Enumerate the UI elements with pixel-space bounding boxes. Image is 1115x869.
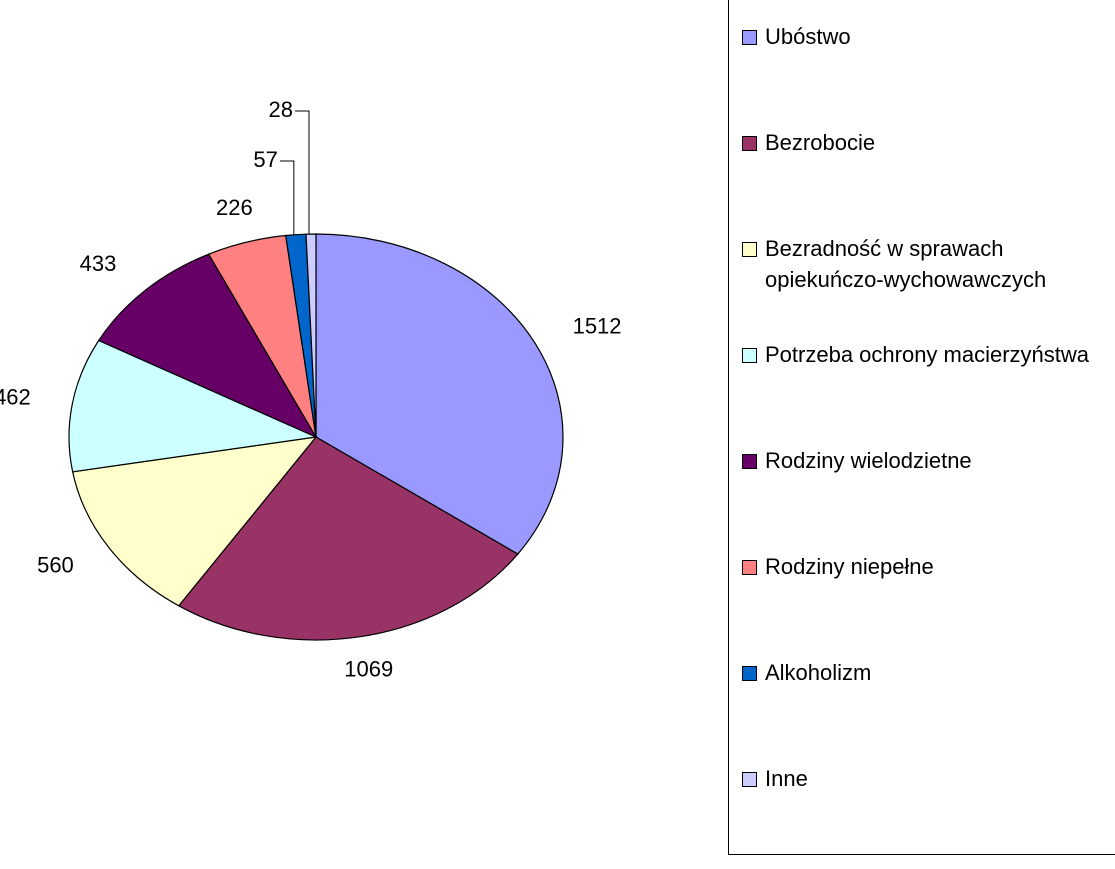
data-label: 226: [216, 195, 253, 220]
legend-label: Bezrobocie: [765, 130, 876, 155]
pie-slice: [68, 339, 319, 473]
pie-slice: [315, 233, 564, 555]
legend-item: Ubóstwo: [729, 21, 1115, 127]
pie-slice: [97, 253, 318, 439]
legend: Ubóstwo Bezrobocie Bezradność w sprawach o…: [728, 0, 1115, 855]
data-label: 57: [253, 147, 277, 172]
legend-swatch: [742, 560, 757, 575]
legend-item: Bezradność w sprawach opiekuńczo-wychowa…: [729, 233, 1115, 339]
legend-label: Bezradność w sprawach opiekuńczo-wychowa…: [765, 236, 1047, 292]
legend-swatch: [742, 772, 757, 787]
legend-label: Ubóstwo: [765, 24, 851, 49]
leader-line: [279, 160, 295, 235]
legend-swatch: [742, 242, 757, 257]
data-label: 433: [80, 251, 117, 276]
legend-label: Alkoholizm: [765, 660, 872, 685]
legend-label: Potrzeba ochrony macierzyństwa: [765, 342, 1090, 367]
legend-item: Alkoholizm: [729, 657, 1115, 763]
legend-swatch: [742, 666, 757, 681]
legend-label: Rodziny niepełne: [765, 554, 934, 579]
legend-swatch: [742, 454, 757, 469]
pie-slice: [71, 436, 318, 607]
legend-label: Inne: [765, 766, 808, 791]
pie-slice: [305, 233, 317, 438]
legend-swatch: [742, 348, 757, 363]
legend-item: Rodziny wielodzietne: [729, 445, 1115, 551]
data-label: 1069: [344, 656, 393, 681]
pie-slice: [177, 436, 519, 641]
data-label: 462: [0, 385, 31, 410]
legend-swatch: [742, 30, 757, 45]
data-label: 560: [37, 552, 74, 577]
data-label: 28: [269, 97, 293, 122]
leader-line: [295, 110, 310, 235]
legend-item: Bezrobocie: [729, 127, 1115, 233]
legend-item: Inne: [729, 763, 1115, 869]
legend-item: Potrzeba ochrony macierzyństwa: [729, 339, 1115, 445]
legend-swatch: [742, 136, 757, 151]
legend-item: Rodziny niepełne: [729, 551, 1115, 657]
data-label: 1512: [573, 314, 622, 339]
legend-label: Rodziny wielodzietne: [765, 448, 972, 473]
